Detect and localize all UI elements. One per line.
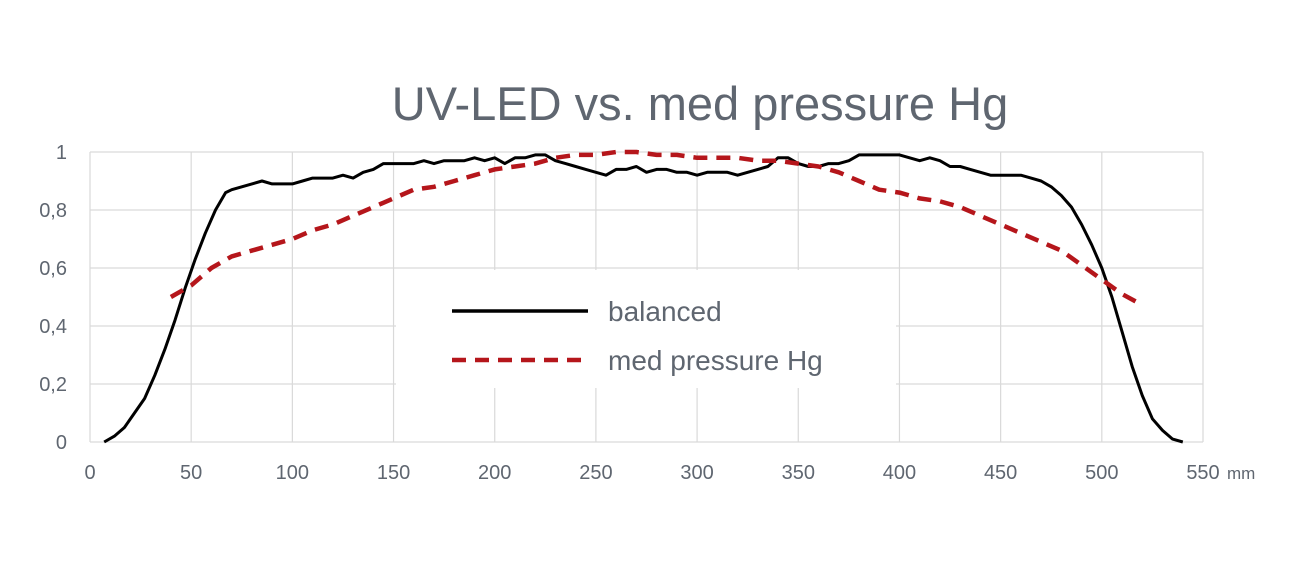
y-tick-label: 0,6: [39, 258, 67, 280]
y-tick-label: 0,8: [39, 200, 67, 222]
legend-label-balanced: balanced: [608, 296, 722, 327]
x-tick-label: 500: [1085, 462, 1118, 484]
legend-label-med-pressure-hg: med pressure Hg: [608, 345, 823, 376]
y-tick-label: 0,2: [39, 374, 67, 396]
x-tick-label: 100: [276, 462, 309, 484]
tick-labels: 0 50 100 150 200 250 300 350 400 450 500 550 0 0,2 0,4…: [39, 142, 1220, 484]
x-tick-label: 450: [984, 462, 1017, 484]
x-tick-label: 200: [478, 462, 511, 484]
y-tick-label: 0: [56, 432, 67, 454]
chart-title: UV-LED vs. med pressure Hg: [391, 77, 1009, 130]
legend-background: [396, 270, 896, 388]
x-tick-label: 0: [84, 462, 95, 484]
x-tick-label: 50: [180, 462, 202, 484]
x-tick-label: 300: [680, 462, 713, 484]
legend: balanced med pressure Hg: [396, 270, 896, 388]
x-axis-unit-label: mm: [1227, 464, 1255, 483]
y-tick-label: 0,4: [39, 316, 67, 338]
x-tick-label: 550: [1186, 462, 1219, 484]
x-tick-label: 250: [579, 462, 612, 484]
series-line-balanced: [103, 153, 1184, 444]
series-line-med-pressure-hg: [169, 149, 1140, 305]
y-tick-label: 1: [56, 142, 67, 164]
x-tick-label: 400: [883, 462, 916, 484]
series-lines: [103, 149, 1184, 444]
x-tick-label: 150: [377, 462, 410, 484]
x-tick-label: 350: [782, 462, 815, 484]
